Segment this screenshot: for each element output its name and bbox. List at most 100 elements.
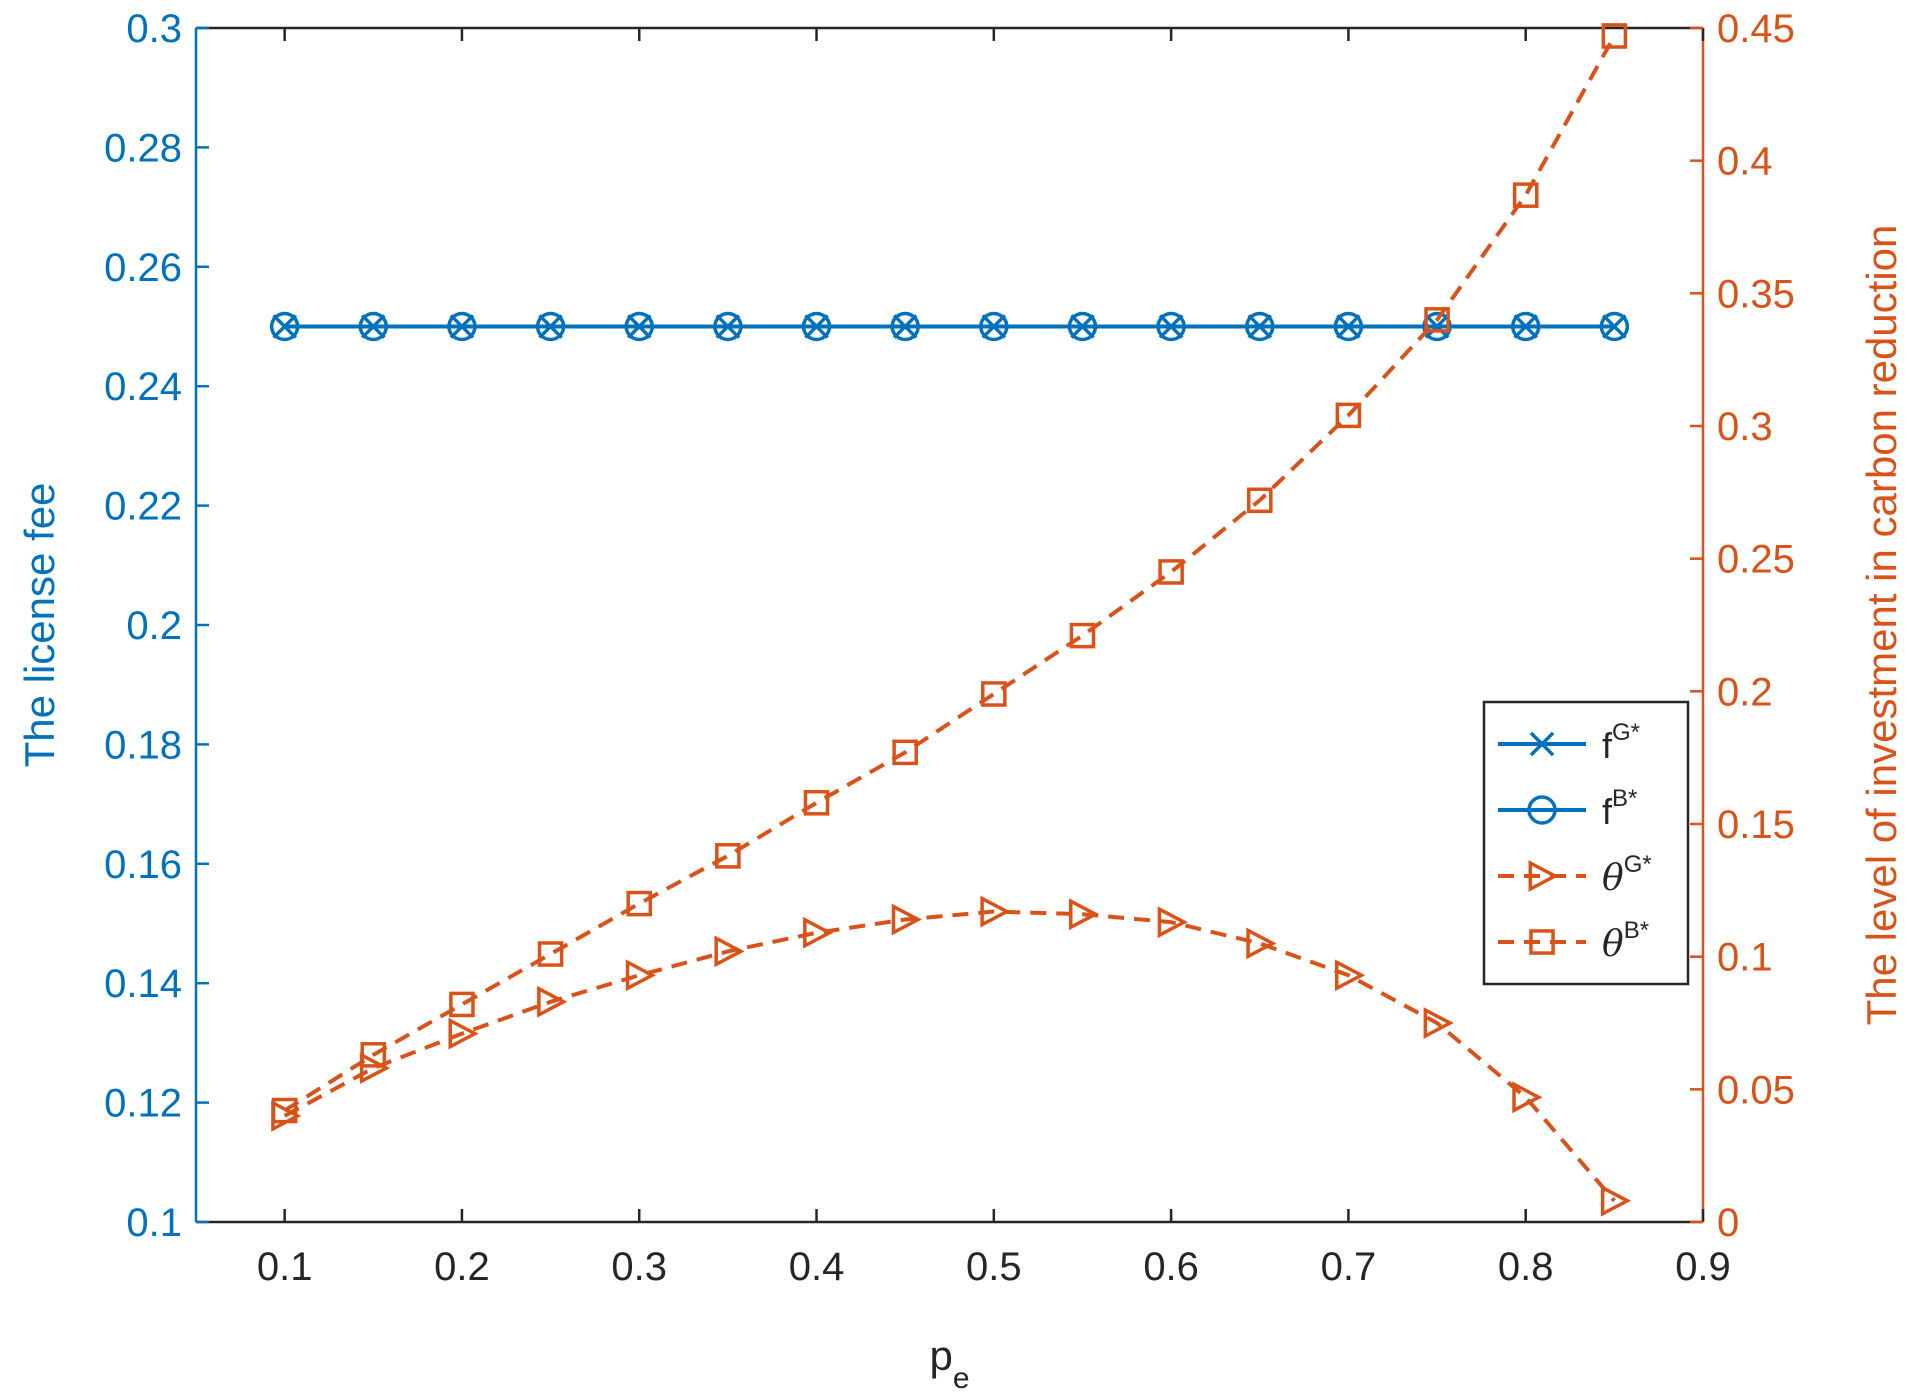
series-1	[269, 311, 1630, 342]
series-1-point	[801, 311, 832, 342]
series-3-point	[1335, 402, 1362, 429]
y-right-tick-label: 0.15	[1717, 803, 1795, 847]
series-0-point	[272, 314, 297, 339]
legend: fG*fB*θG*θB*	[1482, 700, 1690, 986]
series-3-point	[360, 1042, 387, 1068]
series-3-point	[803, 789, 830, 816]
legend-label-sup: B*	[1612, 785, 1637, 812]
series-1-point	[713, 311, 743, 342]
legend-label-base: θ	[1602, 924, 1624, 965]
y-right-tick-label: 0.2	[1717, 670, 1773, 714]
series-3-point	[626, 890, 653, 917]
y-left-tick-label: 0.12	[104, 1082, 182, 1126]
y-right-axis-label: The level of investment in carbon reduct…	[1858, 225, 1905, 1026]
legend-label-sup: G*	[1612, 719, 1640, 746]
y-right-tick-label: 0.4	[1717, 140, 1773, 184]
y-left-tick-label: 0.18	[104, 723, 182, 767]
series-0-point	[1602, 314, 1627, 339]
y-left-tick-label: 0.14	[104, 962, 182, 1006]
legend-label: θG*	[1602, 851, 1652, 899]
series-3-point	[449, 991, 475, 1018]
series-3-point	[1601, 23, 1628, 49]
series-2-point	[1600, 1184, 1632, 1217]
series-2-point	[1512, 1081, 1543, 1114]
legend-label-base: θ	[1602, 858, 1624, 899]
y-left-tick-label: 0.26	[104, 246, 182, 290]
legend-box	[1482, 700, 1690, 986]
series-1-point	[1510, 311, 1541, 342]
x-tick-label: 0.6	[1143, 1245, 1199, 1289]
series-2-point	[714, 935, 745, 968]
series-1-point	[1156, 311, 1186, 342]
series-1-point	[535, 311, 566, 342]
legend-entry-3: θB*	[1498, 917, 1649, 965]
series-3-point	[271, 1097, 298, 1124]
x-tick-label: 0.9	[1675, 1245, 1731, 1289]
series-3-line	[283, 34, 1617, 1113]
series-3-point	[715, 843, 741, 869]
series-2-point	[803, 916, 834, 949]
y-right-tick-label: 0.3	[1717, 405, 1773, 449]
series-2	[271, 895, 1632, 1217]
series-2-point	[1157, 906, 1188, 939]
series-2-line	[283, 909, 1616, 1203]
y-right-tick-label: 0.05	[1717, 1068, 1795, 1112]
series-1-point	[890, 311, 920, 342]
series-1-point	[1245, 311, 1275, 342]
legend-marker	[1527, 795, 1557, 825]
series-1-point	[624, 311, 654, 342]
ticks-layer: 0.1 0.2 0.3 0.4 0.5 0.6 0.7 0.8 0.9 0.1 0.12 0.14 0.…	[104, 7, 1795, 1289]
legend-entry-1: fB*	[1498, 785, 1637, 832]
y-left-tick-label: 0.22	[104, 485, 182, 529]
legend-label-sup: G*	[1624, 851, 1652, 878]
series-2-point	[537, 985, 568, 1018]
series-3-point	[1424, 307, 1450, 333]
x-tick-label: 0.3	[611, 1245, 667, 1289]
series-3-point	[1069, 622, 1096, 649]
y-left-tick-label: 0.2	[126, 604, 182, 648]
y-left-tick-label: 0.16	[104, 843, 182, 887]
series-1-point	[1333, 311, 1364, 342]
x-tick-label: 0.1	[257, 1245, 313, 1289]
series-2-point	[625, 959, 656, 992]
x-tick-label: 0.2	[434, 1245, 490, 1289]
y-right-tick-label: 0.25	[1717, 538, 1795, 582]
series-1-point	[447, 311, 477, 342]
series-2-point	[980, 895, 1011, 928]
series-2-point	[1069, 898, 1100, 931]
legend-label-base: f	[1602, 725, 1613, 766]
series-3-point	[892, 739, 918, 766]
y-left-tick-label: 0.1	[126, 1201, 182, 1245]
x-tick-label: 0.7	[1321, 1245, 1377, 1289]
legend-marker	[1528, 860, 1559, 892]
series-layer	[269, 23, 1632, 1217]
series-1-point	[979, 311, 1009, 342]
x-axis-label-base: p	[929, 1332, 952, 1379]
y-right-tick-label: 0	[1717, 1201, 1739, 1245]
x-tick-label: 0.5	[966, 1245, 1022, 1289]
series-3-point	[1246, 487, 1273, 514]
x-tick-label: 0.8	[1498, 1245, 1554, 1289]
series-3-point	[1512, 182, 1539, 208]
series-3-point	[1158, 559, 1184, 585]
series-3-point	[537, 941, 564, 967]
series-2-point	[1423, 1007, 1454, 1039]
y-right-tick-label: 0.45	[1717, 7, 1795, 51]
y-left-tick-label: 0.24	[104, 365, 182, 409]
x-axis-label-sub: e	[953, 1362, 970, 1395]
series-1-point	[1422, 311, 1452, 342]
labels-layer: pe The license fee The level of investment…	[16, 225, 1905, 1395]
legend-entry-0: fG*	[1498, 719, 1640, 766]
legend-label-base: f	[1602, 791, 1613, 832]
y-right-tick-label: 0.1	[1717, 936, 1773, 980]
legend-label-sup: B*	[1624, 917, 1649, 944]
series-1-point	[358, 311, 389, 342]
legend-label: θB*	[1602, 917, 1649, 965]
y-left-axis-label: The license fee	[16, 483, 63, 768]
plot-frame	[194, 26, 1705, 1224]
legend-label: fB*	[1602, 785, 1637, 832]
series-1-point	[1599, 311, 1630, 342]
series-2-point	[448, 1017, 479, 1050]
y-left-tick-label: 0.28	[104, 126, 182, 170]
